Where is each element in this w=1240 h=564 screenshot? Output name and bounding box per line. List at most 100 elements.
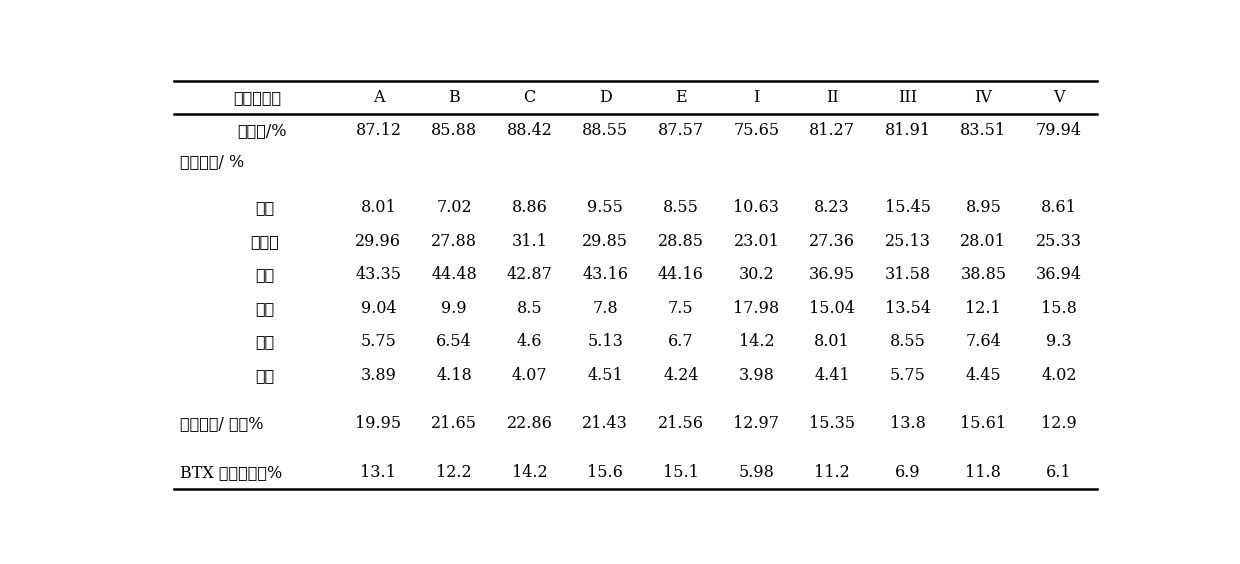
Text: E: E [675, 89, 687, 106]
Text: 5.75: 5.75 [361, 333, 397, 350]
Text: 6.1: 6.1 [1047, 464, 1071, 481]
Text: 产品分布/ %: 产品分布/ % [180, 153, 244, 170]
Text: 液化气: 液化气 [250, 233, 279, 250]
Text: 11.8: 11.8 [966, 464, 1001, 481]
Text: 丙烯收率/ 重量%: 丙烯收率/ 重量% [180, 415, 263, 432]
Text: 15.45: 15.45 [884, 199, 931, 217]
Text: 9.04: 9.04 [361, 299, 397, 317]
Text: 9.55: 9.55 [588, 199, 624, 217]
Text: 干气: 干气 [255, 199, 275, 217]
Text: 36.95: 36.95 [808, 266, 856, 283]
Text: 14.2: 14.2 [512, 464, 547, 481]
Text: 88.55: 88.55 [583, 122, 629, 139]
Text: 85.88: 85.88 [432, 122, 477, 139]
Text: D: D [599, 89, 611, 106]
Text: 21.56: 21.56 [658, 415, 704, 432]
Text: 9.3: 9.3 [1047, 333, 1071, 350]
Text: 8.23: 8.23 [815, 199, 849, 217]
Text: 31.1: 31.1 [512, 233, 548, 250]
Text: 81.91: 81.91 [884, 122, 931, 139]
Text: 4.45: 4.45 [966, 367, 1001, 384]
Text: 焦炭: 焦炭 [255, 367, 275, 384]
Text: 3.89: 3.89 [361, 367, 397, 384]
Text: 柴油: 柴油 [255, 299, 275, 317]
Text: BTX 收率，重量%: BTX 收率，重量% [180, 464, 283, 481]
Text: 6.54: 6.54 [436, 333, 472, 350]
Text: 10.63: 10.63 [734, 199, 780, 217]
Text: 79.94: 79.94 [1035, 122, 1083, 139]
Text: 75.65: 75.65 [733, 122, 780, 139]
Text: 4.07: 4.07 [512, 367, 547, 384]
Text: 27.88: 27.88 [432, 233, 477, 250]
Text: 6.9: 6.9 [895, 464, 920, 481]
Text: 8.86: 8.86 [512, 199, 548, 217]
Text: 6.7: 6.7 [668, 333, 693, 350]
Text: 4.6: 4.6 [517, 333, 542, 350]
Text: 13.1: 13.1 [361, 464, 397, 481]
Text: 转化率/%: 转化率/% [237, 122, 286, 139]
Text: 8.01: 8.01 [815, 333, 849, 350]
Text: 43.35: 43.35 [356, 266, 402, 283]
Text: 36.94: 36.94 [1035, 266, 1083, 283]
Text: 31.58: 31.58 [884, 266, 931, 283]
Text: 42.87: 42.87 [507, 266, 553, 283]
Text: 87.12: 87.12 [356, 122, 402, 139]
Text: 25.33: 25.33 [1035, 233, 1083, 250]
Text: 30.2: 30.2 [739, 266, 774, 283]
Text: 5.13: 5.13 [588, 333, 624, 350]
Text: 15.04: 15.04 [810, 299, 856, 317]
Text: 8.55: 8.55 [663, 199, 699, 217]
Text: V: V [1053, 89, 1065, 106]
Text: 13.54: 13.54 [884, 299, 931, 317]
Text: 汽油: 汽油 [255, 266, 275, 283]
Text: 5.98: 5.98 [739, 464, 775, 481]
Text: 8.61: 8.61 [1042, 199, 1076, 217]
Text: 29.85: 29.85 [583, 233, 629, 250]
Text: 12.2: 12.2 [436, 464, 472, 481]
Text: 7.8: 7.8 [593, 299, 618, 317]
Text: III: III [898, 89, 918, 106]
Text: 29.96: 29.96 [356, 233, 402, 250]
Text: 4.51: 4.51 [588, 367, 624, 384]
Text: C: C [523, 89, 536, 106]
Text: 28.85: 28.85 [658, 233, 704, 250]
Text: 19.95: 19.95 [356, 415, 402, 432]
Text: 7.5: 7.5 [668, 299, 693, 317]
Text: 8.95: 8.95 [966, 199, 1001, 217]
Text: 27.36: 27.36 [810, 233, 856, 250]
Text: 7.02: 7.02 [436, 199, 472, 217]
Text: 5.75: 5.75 [890, 367, 926, 384]
Text: 4.24: 4.24 [663, 367, 698, 384]
Text: 15.1: 15.1 [663, 464, 699, 481]
Text: 12.1: 12.1 [966, 299, 1001, 317]
Text: 25.13: 25.13 [884, 233, 931, 250]
Text: 44.48: 44.48 [432, 266, 477, 283]
Text: 43.16: 43.16 [583, 266, 629, 283]
Text: IV: IV [975, 89, 992, 106]
Text: 83.51: 83.51 [960, 122, 1007, 139]
Text: 44.16: 44.16 [658, 266, 704, 283]
Text: II: II [826, 89, 838, 106]
Text: 7.64: 7.64 [966, 333, 1001, 350]
Text: 催化剂编号: 催化剂编号 [233, 89, 281, 106]
Text: 21.65: 21.65 [432, 415, 477, 432]
Text: 13.8: 13.8 [890, 415, 926, 432]
Text: 88.42: 88.42 [507, 122, 553, 139]
Text: 4.41: 4.41 [815, 367, 849, 384]
Text: 4.02: 4.02 [1042, 367, 1076, 384]
Text: 4.18: 4.18 [436, 367, 472, 384]
Text: 15.8: 15.8 [1042, 299, 1076, 317]
Text: B: B [448, 89, 460, 106]
Text: 87.57: 87.57 [657, 122, 704, 139]
Text: 14.2: 14.2 [739, 333, 774, 350]
Text: 38.85: 38.85 [960, 266, 1007, 283]
Text: A: A [373, 89, 384, 106]
Text: 8.01: 8.01 [361, 199, 397, 217]
Text: 81.27: 81.27 [810, 122, 856, 139]
Text: I: I [754, 89, 760, 106]
Text: 15.61: 15.61 [960, 415, 1007, 432]
Text: 21.43: 21.43 [583, 415, 629, 432]
Text: 9.9: 9.9 [441, 299, 466, 317]
Text: 28.01: 28.01 [961, 233, 1007, 250]
Text: 15.6: 15.6 [588, 464, 624, 481]
